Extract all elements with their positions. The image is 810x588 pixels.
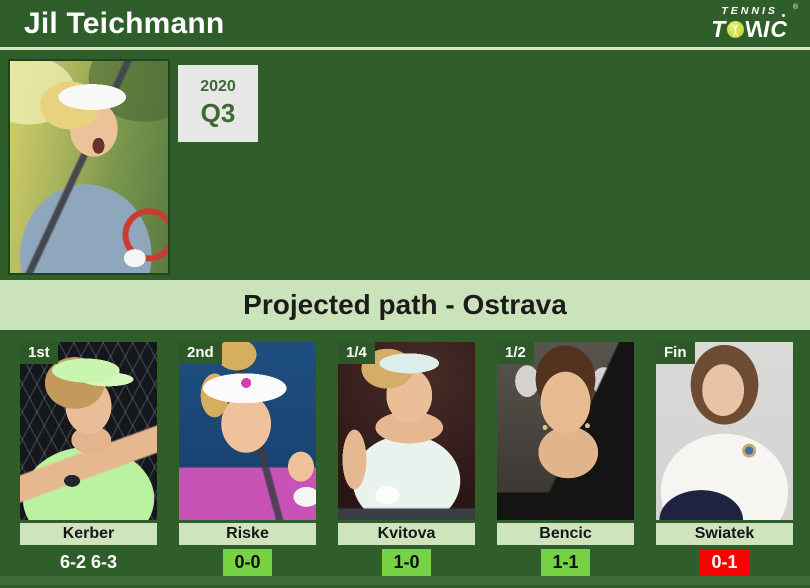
stage-badge: 1/2 [497,342,534,364]
player-photo-riske: 2nd [179,342,316,520]
score-badge: 0-0 [223,549,272,576]
path-card-kerber: 1st Kerber 6-2 6-3 [20,342,157,585]
section-banner: Projected path - Ostrava [0,280,810,330]
path-card-bencic: 1/2 Bencic 1-1 [497,342,634,585]
player-photo-teichmann [8,59,170,275]
path-card-kvitova: 1/4 Kvitova 1-0 [338,342,475,585]
logo-letter-t: T [711,15,727,42]
tennis-tonic-logo: TENNIS T N I C ® [711,4,798,42]
player-photo-kvitova: 1/4 [338,342,475,520]
banner-title: Projected path - Ostrava [243,289,567,320]
name-bar: Swiatek [656,523,793,545]
hero-section: 2020 Q3 [0,50,810,280]
logo-word-tennis: TENNIS [721,5,778,18]
name-bar: Riske [179,523,316,545]
player-name: Bencic [539,525,592,542]
logo-word-tonic: T N I C [711,13,788,42]
page-title: Jil Teichmann [24,6,225,40]
stage-badge: 1/4 [338,342,375,364]
score-row: 1-0 [338,549,475,576]
score-row: 6-2 6-3 [20,549,157,576]
stage-badge: 2nd [179,342,222,364]
bottom-strip [0,576,810,585]
registered-mark: ® [792,4,798,12]
year-round-box: 2020 Q3 [178,65,258,142]
tennis-ball-icon [727,20,745,38]
projected-path-section: 1st Kerber 6-2 6-3 2nd Riske 0-0 1/4 [0,330,810,585]
score-badge: 6-2 6-3 [59,552,118,572]
score-badge: 1-0 [382,549,431,576]
player-name: Kvitova [377,525,436,542]
logo-letter-i: I [762,15,771,42]
player-photo-swiatek: Fin [656,342,793,520]
header-bar: Jil Teichmann TENNIS T N I C ® [0,0,810,50]
name-bar: Bencic [497,523,634,545]
logo-letter-n: N [745,15,763,42]
player-photo-kerber: 1st [20,342,157,520]
name-bar: Kvitova [338,523,475,545]
path-card-riske: 2nd Riske 0-0 [179,342,316,585]
score-row: 1-1 [497,549,634,576]
player-name: Kerber [62,525,115,542]
player-photo-bencic: 1/2 [497,342,634,520]
player-name: Riske [226,525,269,542]
stage-badge: Fin [656,342,695,364]
stage-badge: 1st [20,342,58,364]
score-badge: 1-1 [541,549,590,576]
name-bar: Kerber [20,523,157,545]
path-card-swiatek: Fin Swiatek 0-1 [656,342,793,585]
score-badge: 0-1 [700,549,749,576]
year-label: 2020 [200,78,236,95]
logo-letter-c: C [770,13,788,42]
round-label: Q3 [200,98,236,128]
player-name: Swiatek [694,525,755,542]
score-row: 0-1 [656,549,793,576]
score-row: 0-0 [179,549,316,576]
